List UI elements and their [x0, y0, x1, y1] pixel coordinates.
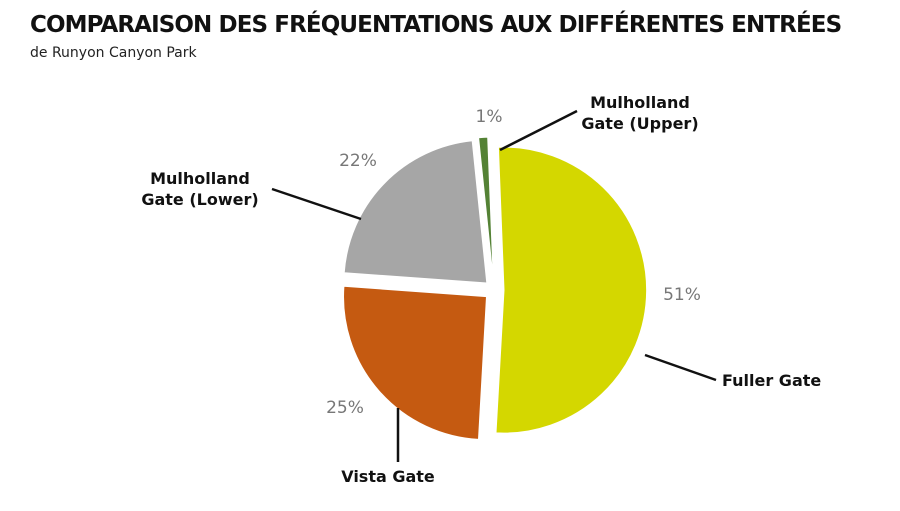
- pie-slice-2: [343, 140, 488, 284]
- slice-value-label-0: 51%: [663, 285, 701, 305]
- chart-subtitle: de Runyon Canyon Park: [30, 45, 197, 61]
- leader-line-3: [499, 109, 578, 152]
- pie-slice-1: [343, 285, 488, 440]
- leader-line-0: [644, 353, 717, 382]
- slice-category-label-2: Mulholland Gate (Lower): [141, 169, 258, 209]
- slice-value-label-1: 25%: [326, 398, 364, 418]
- slice-category-label-0: Fuller Gate: [722, 371, 821, 390]
- slice-value-label-2: 22%: [339, 151, 377, 171]
- slice-category-label-1: Vista Gate: [341, 467, 435, 486]
- leader-line-2: [271, 187, 362, 221]
- slice-category-label-3: Mulholland Gate (Upper): [581, 93, 698, 133]
- slice-value-label-3: 1%: [476, 107, 503, 127]
- pie-slice-0: [495, 146, 648, 434]
- chart-title: COMPARAISON DES FRÉQUENTATIONS AUX DIFFÉ…: [30, 12, 842, 38]
- pie-slice-3: [478, 136, 494, 281]
